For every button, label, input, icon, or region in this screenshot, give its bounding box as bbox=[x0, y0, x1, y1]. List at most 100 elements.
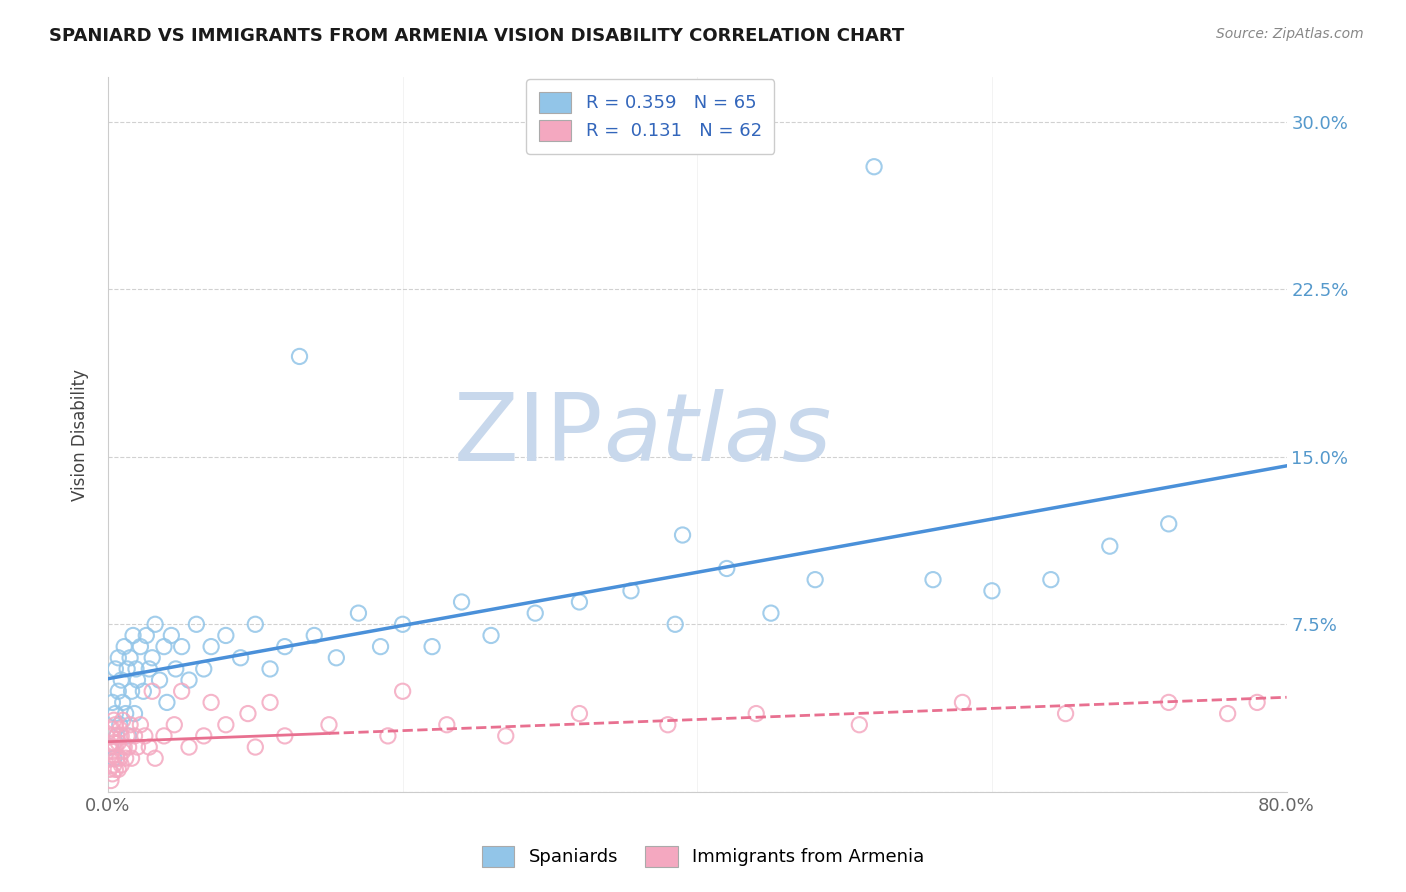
Point bbox=[138, 740, 160, 755]
Point bbox=[129, 640, 152, 654]
Point bbox=[110, 758, 132, 772]
Text: SPANIARD VS IMMIGRANTS FROM ARMENIA VISION DISABILITY CORRELATION CHART: SPANIARD VS IMMIGRANTS FROM ARMENIA VISI… bbox=[49, 27, 904, 45]
Point bbox=[420, 640, 443, 654]
Point bbox=[101, 722, 124, 736]
Point bbox=[759, 606, 782, 620]
Point bbox=[103, 758, 125, 772]
Point bbox=[108, 751, 131, 765]
Legend: R = 0.359   N = 65, R =  0.131   N = 62: R = 0.359 N = 65, R = 0.131 N = 62 bbox=[526, 79, 775, 153]
Point bbox=[436, 717, 458, 731]
Point bbox=[107, 736, 129, 750]
Text: Source: ZipAtlas.com: Source: ZipAtlas.com bbox=[1216, 27, 1364, 41]
Point bbox=[153, 640, 176, 654]
Point bbox=[117, 729, 139, 743]
Point bbox=[325, 650, 347, 665]
Point bbox=[165, 662, 187, 676]
Point bbox=[274, 640, 297, 654]
Point bbox=[347, 606, 370, 620]
Point bbox=[200, 695, 222, 709]
Point bbox=[104, 706, 127, 721]
Point bbox=[101, 745, 124, 759]
Point bbox=[107, 684, 129, 698]
Point bbox=[115, 662, 138, 676]
Point bbox=[105, 751, 128, 765]
Point bbox=[138, 662, 160, 676]
Point bbox=[120, 717, 142, 731]
Y-axis label: Vision Disability: Vision Disability bbox=[72, 368, 89, 500]
Point bbox=[103, 713, 125, 727]
Point bbox=[117, 740, 139, 755]
Point bbox=[450, 595, 472, 609]
Point bbox=[108, 717, 131, 731]
Point bbox=[104, 763, 127, 777]
Point bbox=[193, 662, 215, 676]
Point bbox=[104, 717, 127, 731]
Point bbox=[848, 717, 870, 731]
Point bbox=[716, 561, 738, 575]
Point bbox=[664, 617, 686, 632]
Point bbox=[111, 695, 134, 709]
Point bbox=[1246, 695, 1268, 709]
Point bbox=[160, 628, 183, 642]
Point bbox=[100, 729, 122, 743]
Point bbox=[1157, 516, 1180, 531]
Point bbox=[125, 662, 148, 676]
Point bbox=[863, 160, 886, 174]
Point bbox=[377, 729, 399, 743]
Point bbox=[132, 684, 155, 698]
Point bbox=[288, 350, 311, 364]
Point bbox=[952, 695, 974, 709]
Point bbox=[259, 695, 281, 709]
Point bbox=[524, 606, 547, 620]
Point bbox=[103, 751, 125, 765]
Point bbox=[1039, 573, 1062, 587]
Point bbox=[135, 628, 157, 642]
Point bbox=[111, 745, 134, 759]
Text: atlas: atlas bbox=[603, 389, 831, 480]
Point bbox=[568, 595, 591, 609]
Point bbox=[620, 583, 643, 598]
Point bbox=[304, 628, 326, 642]
Point bbox=[141, 650, 163, 665]
Point bbox=[105, 729, 128, 743]
Point bbox=[370, 640, 392, 654]
Point bbox=[318, 717, 340, 731]
Point bbox=[124, 706, 146, 721]
Point bbox=[657, 717, 679, 731]
Point bbox=[229, 650, 252, 665]
Point bbox=[495, 729, 517, 743]
Point bbox=[391, 617, 413, 632]
Legend: Spaniards, Immigrants from Armenia: Spaniards, Immigrants from Armenia bbox=[474, 838, 932, 874]
Point bbox=[1216, 706, 1239, 721]
Point bbox=[115, 729, 138, 743]
Point bbox=[100, 773, 122, 788]
Point bbox=[127, 673, 149, 687]
Point bbox=[110, 673, 132, 687]
Point bbox=[568, 706, 591, 721]
Point bbox=[245, 740, 267, 755]
Point bbox=[127, 740, 149, 755]
Point bbox=[124, 729, 146, 743]
Point bbox=[479, 628, 502, 642]
Point bbox=[103, 736, 125, 750]
Point bbox=[391, 684, 413, 698]
Point bbox=[170, 684, 193, 698]
Point bbox=[143, 617, 166, 632]
Point bbox=[177, 740, 200, 755]
Point bbox=[804, 573, 827, 587]
Point bbox=[163, 717, 186, 731]
Point bbox=[134, 729, 156, 743]
Point bbox=[112, 740, 135, 755]
Point bbox=[107, 650, 129, 665]
Point bbox=[101, 695, 124, 709]
Point bbox=[121, 684, 143, 698]
Point bbox=[98, 740, 121, 755]
Point bbox=[981, 583, 1004, 598]
Point bbox=[104, 740, 127, 755]
Point bbox=[245, 617, 267, 632]
Point bbox=[112, 640, 135, 654]
Point bbox=[215, 628, 238, 642]
Point bbox=[111, 713, 134, 727]
Point bbox=[104, 662, 127, 676]
Point bbox=[100, 751, 122, 765]
